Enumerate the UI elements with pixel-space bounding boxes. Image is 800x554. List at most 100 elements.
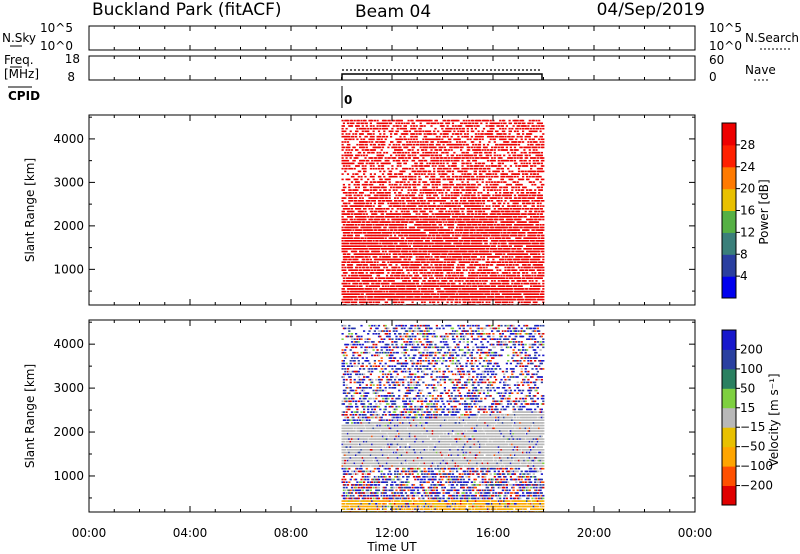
power-cell — [474, 138, 477, 141]
power-cell — [350, 264, 354, 266]
power-cell — [355, 186, 358, 189]
power-cell — [376, 226, 379, 229]
power-cell — [442, 253, 445, 255]
power-cell — [443, 205, 446, 207]
power-cell — [352, 133, 355, 135]
power-cell — [390, 250, 393, 253]
power-cell — [359, 248, 362, 250]
power-cell — [390, 280, 393, 282]
power-cell — [348, 277, 351, 279]
power-cell — [474, 256, 477, 258]
power-cell — [427, 122, 430, 125]
power-cell — [486, 296, 490, 298]
power-cell — [342, 288, 345, 290]
power-cell — [466, 127, 469, 130]
power-cell — [476, 151, 479, 154]
power-cell — [412, 133, 416, 135]
power-cell — [473, 218, 476, 221]
power-cell — [344, 192, 347, 194]
power-cell — [345, 301, 348, 304]
power-cell — [450, 224, 453, 226]
power-cell — [481, 181, 484, 183]
power-cell — [392, 218, 395, 221]
power-cell — [398, 162, 401, 165]
power-cell — [441, 218, 444, 221]
power-cell — [457, 125, 460, 127]
power-cell — [377, 159, 381, 162]
power-cell — [394, 205, 397, 207]
power-cell — [457, 146, 460, 149]
power-cell — [404, 146, 407, 149]
power-cell — [391, 248, 394, 250]
power-cell — [480, 210, 483, 213]
power-cell — [450, 253, 453, 255]
power-cell — [474, 205, 477, 207]
power-cell — [342, 290, 345, 293]
power-cell — [443, 237, 446, 239]
power-cell — [441, 290, 444, 293]
power-cell — [369, 240, 372, 242]
power-cell — [348, 149, 351, 151]
power-cell — [468, 221, 471, 223]
power-cell — [349, 210, 352, 213]
power-cell — [404, 248, 407, 250]
power-cell — [451, 205, 455, 207]
power-cell — [453, 197, 456, 199]
power-cell — [383, 122, 386, 125]
power-cell — [400, 261, 403, 263]
power-cell — [426, 261, 429, 263]
power-cell — [371, 200, 374, 202]
power-cell — [355, 154, 358, 157]
power-cell — [485, 232, 488, 234]
power-cell — [403, 122, 406, 125]
power-cell — [430, 242, 433, 245]
power-cell — [454, 240, 457, 242]
power-cell — [461, 264, 464, 266]
power-cell — [410, 119, 413, 122]
power-cell — [350, 261, 354, 263]
power-cell — [454, 280, 457, 282]
power-cell — [406, 250, 409, 253]
power-cell — [411, 301, 414, 304]
power-cell — [431, 159, 434, 162]
power-cell — [430, 274, 433, 277]
power-cell — [458, 298, 461, 301]
power-cell — [391, 229, 394, 231]
power-cell — [359, 272, 362, 274]
power-cell — [416, 258, 420, 261]
power-cell — [478, 213, 482, 215]
power-cell — [344, 282, 347, 285]
power-cell — [360, 282, 363, 285]
power-cell — [458, 205, 461, 207]
power-cell — [443, 253, 446, 255]
power-cell — [481, 229, 484, 231]
power-cell — [466, 149, 469, 151]
power-cell — [348, 226, 351, 229]
power-cell — [421, 253, 424, 255]
power-cell — [391, 261, 394, 263]
power-cell — [411, 154, 414, 157]
power-cell — [403, 229, 406, 231]
power-cell — [472, 130, 475, 133]
power-cell — [449, 138, 452, 141]
power-cell — [395, 194, 398, 197]
power-cell — [411, 165, 414, 167]
power-cell — [473, 245, 476, 247]
power-cell — [456, 200, 459, 202]
power-cell — [450, 221, 453, 223]
power-cell — [410, 127, 413, 130]
power-cell — [484, 133, 487, 135]
power-cell — [415, 250, 418, 253]
power-cell — [377, 245, 381, 247]
power-cell — [433, 248, 436, 250]
power-cell — [408, 274, 411, 277]
power-cell — [451, 285, 455, 287]
power-cell — [425, 130, 428, 133]
power-cell — [460, 216, 463, 218]
power-cell — [482, 216, 486, 218]
power-cell — [411, 229, 414, 231]
power-cell — [381, 229, 385, 231]
power-cell — [355, 282, 358, 285]
power-cell — [415, 216, 418, 218]
power-cell — [385, 296, 389, 298]
